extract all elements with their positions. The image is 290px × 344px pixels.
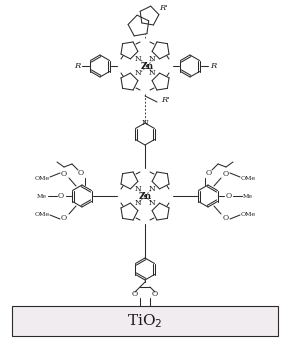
Bar [12, 306, 278, 336]
Text: O: O [223, 170, 229, 178]
Text: R': R' [161, 96, 169, 104]
Text: R': R' [159, 4, 167, 12]
Text: Me: Me [37, 194, 47, 198]
Text: O: O [78, 169, 84, 177]
Text: OMe: OMe [35, 212, 50, 216]
Text: O: O [61, 214, 67, 222]
Text: Zn: Zn [138, 192, 152, 201]
Text: N: N [149, 185, 155, 193]
Text: O: O [152, 290, 158, 298]
Text: N: N [149, 69, 155, 77]
Text: N: N [135, 185, 141, 193]
Text: OMe: OMe [35, 175, 50, 181]
Text: R: R [210, 62, 216, 70]
Text: TiO$_2$: TiO$_2$ [127, 312, 163, 330]
Text: N: N [135, 69, 141, 77]
Text: N: N [135, 199, 141, 207]
Text: N: N [149, 199, 155, 207]
Text: Me: Me [243, 194, 253, 198]
Text: N: N [149, 55, 155, 63]
Text: OMe: OMe [240, 175, 255, 181]
Text: O: O [223, 214, 229, 222]
Text: OMe: OMe [240, 212, 255, 216]
Text: R: R [74, 62, 80, 70]
Text: O: O [61, 170, 67, 178]
Text: O: O [58, 192, 64, 200]
Text: Zn: Zn [140, 62, 154, 71]
Text: O: O [206, 169, 212, 177]
Text: O: O [226, 192, 232, 200]
Text: N: N [135, 55, 141, 63]
Text: O: O [132, 290, 138, 298]
Text: N: N [142, 119, 148, 127]
